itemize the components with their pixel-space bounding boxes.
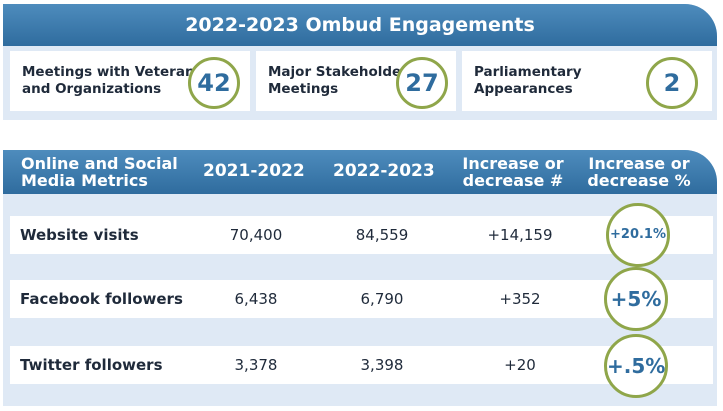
- cell-change-num: +352: [499, 290, 541, 308]
- metric-name: Facebook followers: [20, 290, 183, 308]
- cell-year2: 6,790: [360, 290, 404, 308]
- stat-card-parliamentary: Parliamentary Appearances 2: [462, 51, 712, 111]
- table-row: Twitter followers 3,378 3,398 +20: [10, 346, 713, 384]
- header-change-num: Increase or decrease #: [462, 154, 564, 190]
- cell-change-num: +14,159: [487, 226, 553, 244]
- cell-change-num: +20: [504, 356, 536, 374]
- table-row: Facebook followers 6,438 6,790 +352: [10, 280, 713, 318]
- header-metric: Online and Social Media Metrics: [21, 154, 178, 190]
- stat-value-circle: 27: [396, 57, 448, 109]
- change-pct-circle: +20.1%: [606, 203, 670, 267]
- change-pct-circle: +.5%: [604, 334, 668, 398]
- change-pct-circle: +5%: [604, 267, 668, 331]
- stat-card-meetings: Meetings with Veterans and Organizations…: [10, 51, 250, 111]
- stat-value-circle: 2: [646, 57, 698, 109]
- cell-year2: 84,559: [355, 226, 409, 244]
- stat-label: Major Stakeholder Meetings: [268, 64, 408, 97]
- stat-label: Meetings with Veterans and Organizations: [22, 64, 203, 97]
- table-row: Website visits 70,400 84,559 +14,159: [10, 216, 713, 254]
- stat-value-circle: 42: [188, 57, 240, 109]
- cell-year2: 3,398: [360, 356, 404, 374]
- cell-year1: 6,438: [234, 290, 278, 308]
- cell-year1: 70,400: [229, 226, 283, 244]
- cell-year1: 3,378: [234, 356, 278, 374]
- metrics-header-row: Online and Social Media Metrics 2021-202…: [3, 150, 717, 194]
- engagements-title: 2022-2023 Ombud Engagements: [3, 4, 717, 46]
- header-year2: 2022-2023: [333, 161, 435, 181]
- stat-label: Parliamentary Appearances: [474, 64, 582, 97]
- metric-name: Twitter followers: [20, 356, 163, 374]
- stat-card-stakeholder: Major Stakeholder Meetings 27: [256, 51, 456, 111]
- header-change-pct: Increase or decrease %: [587, 154, 691, 190]
- metric-name: Website visits: [20, 226, 139, 244]
- header-year1: 2021-2022: [203, 161, 305, 181]
